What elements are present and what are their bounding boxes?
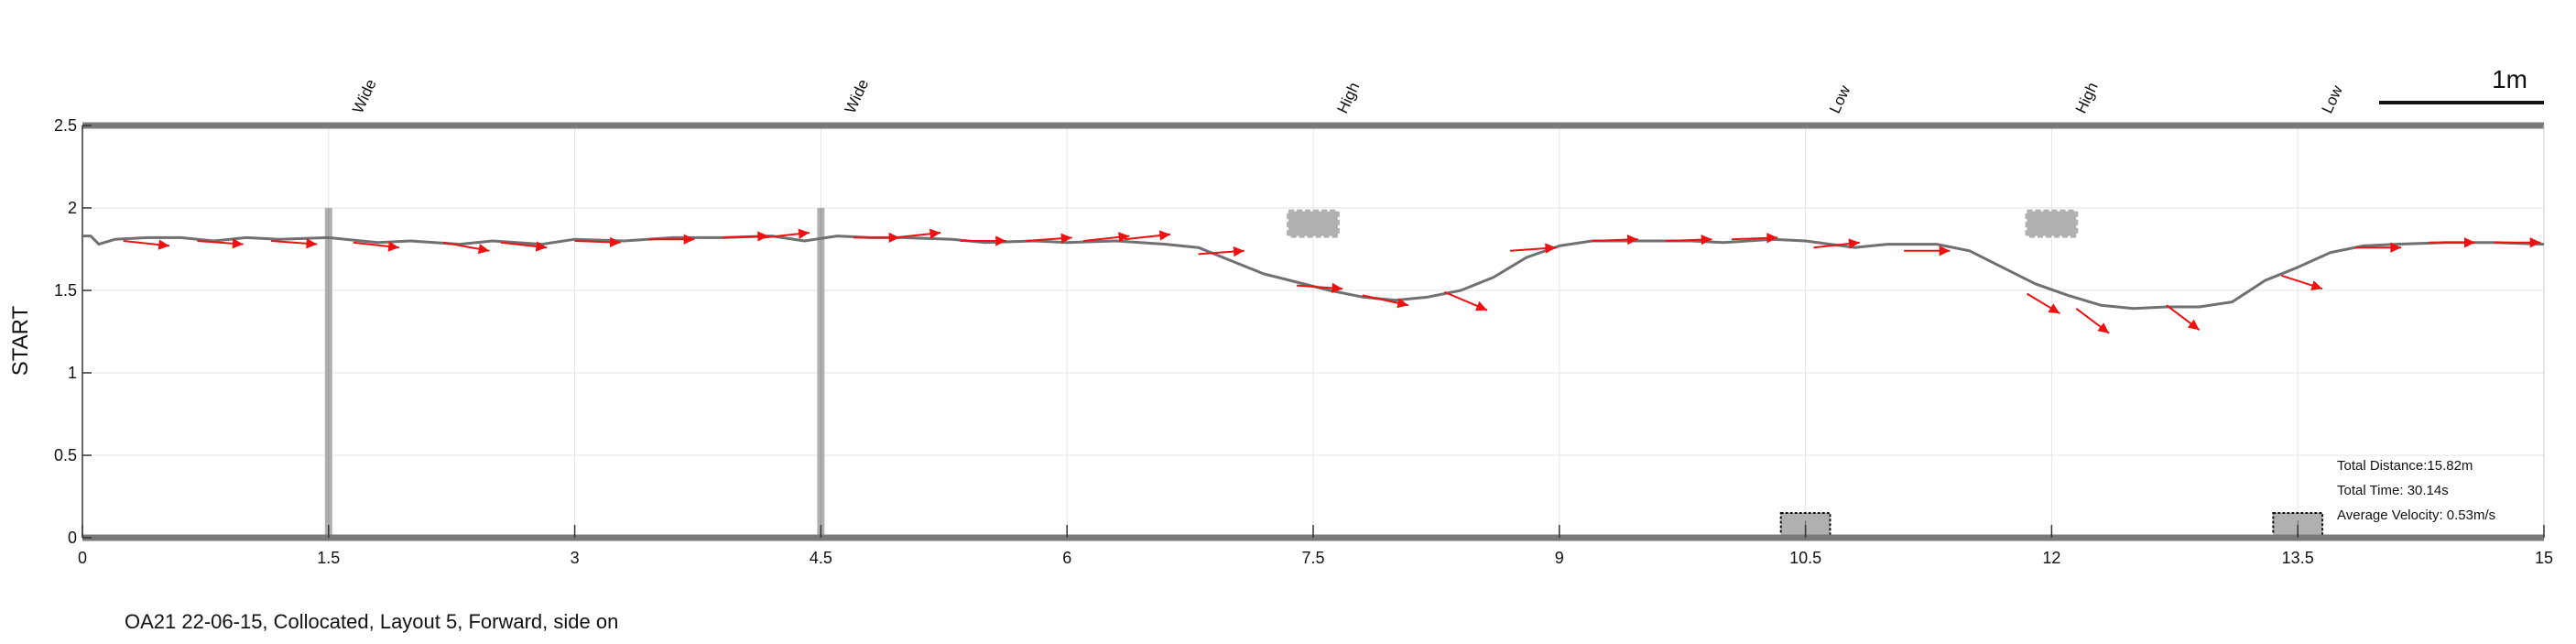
velocity-arrow: [1362, 294, 1409, 309]
obstacle-label: Low: [2319, 82, 2347, 116]
velocity-arrow: [271, 238, 318, 249]
velocity-arrow: [648, 234, 695, 245]
chart-caption: OA21 22-06-15, Collocated, Layout 5, For…: [125, 610, 618, 633]
average-velocity: Average Velocity: 0.53m/s: [2337, 508, 2495, 523]
velocity-arrow: [1443, 290, 1488, 311]
velocity-arrow: [2280, 274, 2323, 291]
obstacle-label: Wide: [842, 77, 873, 116]
x-tick-label: 15: [2535, 549, 2553, 567]
velocity-arrow: [123, 239, 170, 250]
grid: [82, 125, 2545, 539]
x-tick-label: 10.5: [1789, 549, 1821, 567]
velocity-arrow: [1731, 233, 1778, 244]
y-tick-label: 2: [68, 199, 77, 217]
velocity-arrow: [2166, 304, 2201, 331]
stats-box: Total Distance:15.82m Total Time: 30.14s…: [2337, 458, 2495, 523]
obstacle-label: Wide: [349, 77, 380, 116]
x-tick-label: 6: [1062, 549, 1071, 567]
velocity-arrow: [853, 232, 900, 244]
velocity-arrow: [1026, 233, 1072, 244]
y-tick-label: 1.5: [54, 281, 77, 300]
velocity-arrow: [722, 231, 769, 242]
obstacle-label: High: [1333, 80, 1363, 116]
x-tick-label: 1.5: [317, 549, 340, 567]
velocity-arrow: [500, 241, 548, 252]
velocity-arrow: [443, 241, 490, 255]
velocity-arrows: [123, 228, 2541, 334]
obstacle-label: High: [2072, 80, 2102, 116]
velocity-arrow: [960, 235, 1006, 246]
velocity-arrow: [2075, 308, 2110, 334]
velocity-arrow: [197, 238, 244, 249]
total-distance: Total Distance:15.82m: [2337, 458, 2473, 474]
x-tick-label: 0: [78, 549, 87, 567]
obstacle-label: Low: [1826, 82, 1854, 116]
high-obstacle: [2025, 209, 2079, 238]
x-tick-label: 12: [2042, 549, 2060, 567]
velocity-arrow: [1297, 282, 1343, 294]
velocity-arrow: [1813, 238, 1860, 249]
ticks: 0 1.5 3 4.5 6 7.5 9 10.5 12 13.5 15 0 0.5 1 1.5 2 2.5: [54, 116, 2553, 567]
y-tick-label: 0.5: [54, 446, 77, 464]
velocity-arrow: [1666, 234, 1712, 246]
y-tick-label: 1: [68, 364, 77, 382]
velocity-arrow: [1904, 246, 1951, 257]
x-tick-label: 7.5: [1301, 549, 1324, 567]
obstacle-labels: Wide Wide High Low High Low: [349, 77, 2346, 116]
velocity-arrow: [1124, 230, 1171, 241]
velocity-arrow: [1083, 232, 1130, 243]
y-tick-label: 2.5: [54, 116, 77, 135]
velocity-arrow: [2429, 237, 2475, 248]
scale-bar: 1m: [2379, 65, 2544, 104]
velocity-arrow: [1592, 234, 1638, 246]
scale-bar-label: 1m: [2492, 65, 2527, 93]
velocity-arrow: [894, 228, 941, 239]
velocity-arrow: [353, 241, 399, 252]
velocity-arrow: [2354, 242, 2402, 253]
high-obstacle: [1287, 209, 1340, 238]
x-tick-label: 9: [1555, 549, 1564, 567]
x-tick-label: 4.5: [810, 549, 832, 567]
velocity-arrow: [1198, 246, 1245, 257]
x-tick-label: 3: [571, 549, 580, 567]
y-tick-label: 0: [68, 529, 77, 547]
velocity-arrow: [763, 228, 810, 239]
velocity-arrow: [1509, 243, 1557, 254]
x-tick-label: 13.5: [2282, 549, 2314, 567]
velocity-arrow: [2494, 237, 2541, 248]
total-time: Total Time: 30.14s: [2337, 483, 2449, 498]
y-axis-label: START: [8, 305, 33, 376]
velocity-arrow: [2027, 292, 2060, 315]
velocity-arrow: [574, 236, 621, 248]
